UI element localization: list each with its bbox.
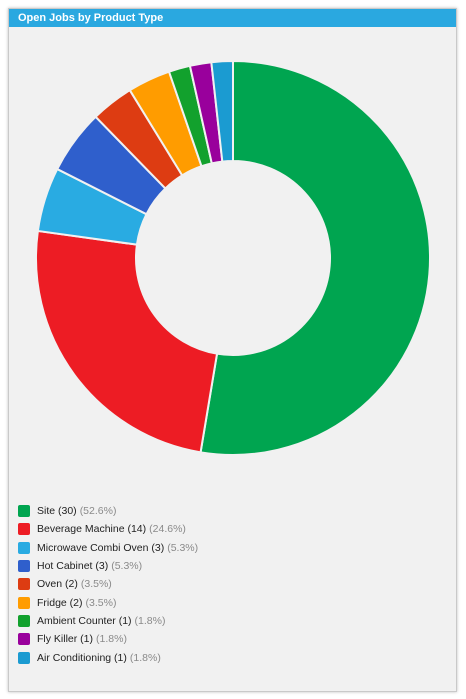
legend-swatch xyxy=(18,633,30,646)
legend-percentage: (52.6%) xyxy=(79,505,117,518)
legend-item-4[interactable]: Oven (2) (3.5%) xyxy=(18,575,198,593)
legend-label: Site (30) xyxy=(37,505,77,518)
legend-item-8[interactable]: Air Conditioning (1) (1.8%) xyxy=(18,648,198,666)
legend-label: Fly Killer (1) xyxy=(37,633,94,646)
legend-label: Fridge (2) xyxy=(37,596,83,609)
legend-percentage: (1.8%) xyxy=(134,614,166,627)
legend-percentage: (1.8%) xyxy=(129,651,161,664)
chart-legend: Site (30) (52.6%) Beverage Machine (14) (24… xyxy=(18,502,198,667)
legend-item-5[interactable]: Fridge (2) (3.5%) xyxy=(18,593,198,611)
legend-swatch xyxy=(18,560,30,573)
legend-percentage: (24.6%) xyxy=(149,523,186,536)
legend-label: Hot Cabinet (3) xyxy=(37,560,109,573)
legend-swatch xyxy=(18,541,30,554)
panel-title: Open Jobs by Product Type xyxy=(9,9,456,27)
legend-swatch xyxy=(18,614,30,627)
legend-item-2[interactable]: Microwave Combi Oven (3) (5.3%) xyxy=(18,539,198,557)
legend-label: Oven (2) xyxy=(37,578,78,591)
legend-item-1[interactable]: Beverage Machine (14) (24.6%) xyxy=(18,520,198,538)
legend-percentage: (3.5%) xyxy=(85,596,117,609)
legend-swatch xyxy=(18,596,30,609)
legend-item-7[interactable]: Fly Killer (1) (1.8%) xyxy=(18,630,198,648)
legend-swatch xyxy=(18,651,30,664)
legend-label: Beverage Machine (14) xyxy=(37,523,147,536)
legend-percentage: (5.3%) xyxy=(167,541,199,554)
legend-percentage: (1.8%) xyxy=(96,633,127,646)
legend-item-3[interactable]: Hot Cabinet (3) (5.3%) xyxy=(18,557,198,575)
legend-item-0[interactable]: Site (30) (52.6%) xyxy=(18,502,198,520)
legend-percentage: (5.3%) xyxy=(111,560,143,573)
legend-swatch xyxy=(18,523,30,536)
legend-percentage: (3.5%) xyxy=(80,578,112,591)
legend-label: Ambient Counter (1) xyxy=(37,614,132,627)
legend-swatch xyxy=(18,505,30,518)
legend-item-6[interactable]: Ambient Counter (1) (1.8%) xyxy=(18,612,198,630)
legend-label: Air Conditioning (1) xyxy=(37,651,127,664)
legend-label: Microwave Combi Oven (3) xyxy=(37,541,165,554)
legend-swatch xyxy=(18,578,30,591)
